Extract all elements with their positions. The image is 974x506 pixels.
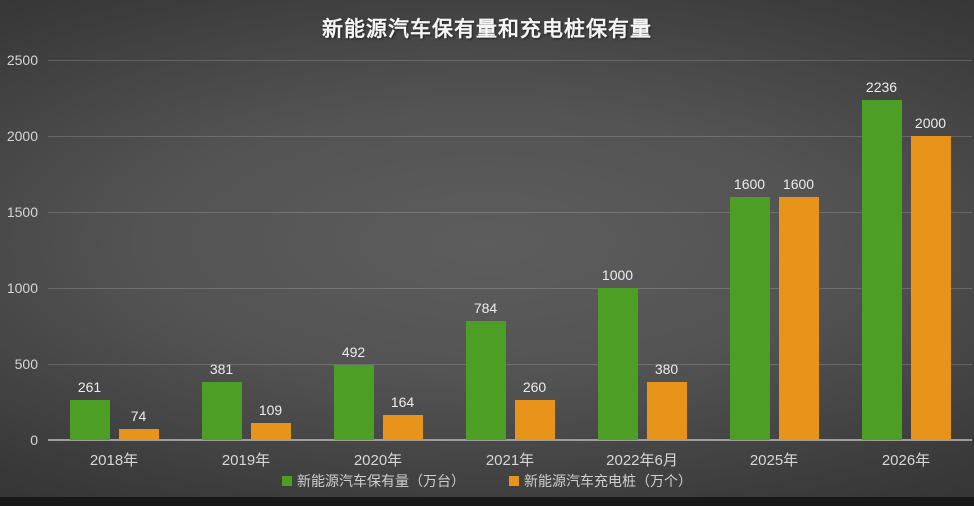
x-axis-label: 2019年 (221, 452, 271, 469)
bar-新能源汽车保有量（万台）-2022年6月[interactable] (597, 288, 638, 440)
bar-value-label: 1600 (782, 175, 815, 192)
bar-column: 2236 (861, 79, 902, 440)
x-axis-label: 2020年 (353, 452, 403, 469)
bar-value-label: 74 (130, 407, 147, 424)
legend-swatch-icon (509, 476, 519, 486)
bar-新能源汽车保有量（万台）-2026年[interactable] (861, 100, 902, 440)
bar-新能源汽车保有量（万台）-2019年[interactable] (201, 382, 242, 440)
bar-新能源汽车充电桩（万个）-2022年6月[interactable] (646, 382, 687, 440)
bar-新能源汽车保有量（万台）-2020年[interactable] (333, 365, 374, 440)
y-axis-tick-label: 2000 (6, 128, 38, 144)
legend-item[interactable]: 新能源汽车保有量（万台） (282, 471, 465, 491)
bar-value-label: 381 (209, 361, 234, 378)
bar-group-2018年: 261 74 (48, 60, 180, 440)
x-axis-label: 2018年 (89, 452, 139, 469)
bar-groups-container: 261 74 381 109 492 164 784 260 1000 380 1600 1600 22… (48, 60, 972, 440)
bar-column: 381 (201, 361, 242, 440)
bar-column: 1000 (597, 267, 638, 440)
x-axis-labels: 2018年 2019年 2020年 2021年 2022年6月 2025年 2026年 (48, 449, 972, 470)
gridline-1000 (48, 288, 972, 289)
bottom-strip (0, 497, 974, 506)
bar-column: 2000 (910, 115, 951, 440)
bar-column: 74 (118, 407, 159, 440)
bar-column: 260 (514, 379, 555, 440)
bar-新能源汽车充电桩（万个）-2019年[interactable] (250, 423, 291, 440)
bar-column: 261 (69, 379, 110, 440)
x-axis-label: 2025年 (749, 452, 799, 469)
bar-group-2020年: 492 164 (312, 60, 444, 440)
x-axis-line (48, 439, 972, 441)
gridline-2500 (48, 60, 972, 61)
chart-title: 新能源汽车保有量和充电桩保有量 (322, 18, 652, 41)
bar-column: 380 (646, 361, 687, 440)
bar-group-2021年: 784 260 (444, 60, 576, 440)
x-axis-label: 2021年 (485, 452, 535, 469)
bar-新能源汽车充电桩（万个）-2025年[interactable] (778, 196, 819, 440)
y-axis-tick-label: 0 (30, 432, 38, 448)
bar-group-2019年: 381 109 (180, 60, 312, 440)
gridline-1500 (48, 212, 972, 213)
y-axis-tick-label: 1000 (6, 280, 38, 296)
bar-value-label: 164 (390, 394, 415, 411)
bar-column: 1600 (778, 175, 819, 440)
x-axis-label: 2022年6月 (606, 452, 678, 469)
chart-legend: 新能源汽车保有量（万台） 新能源汽车充电桩（万个） (0, 471, 974, 491)
bar-value-label: 261 (77, 379, 102, 396)
bar-新能源汽车保有量（万台）-2018年[interactable] (69, 400, 110, 440)
bar-value-label: 2000 (914, 115, 947, 131)
gridline-500 (48, 364, 972, 365)
bar-value-label: 260 (522, 379, 547, 396)
bar-group-2025年: 1600 1600 (708, 60, 840, 440)
legend-item-label: 新能源汽车保有量（万台） (297, 473, 465, 489)
plot-area: 0 500 1000 1500 2000 2500 261 74 381 109 492 164 78… (7, 52, 972, 469)
bar-column: 492 (333, 344, 374, 440)
bar-column: 1600 (729, 175, 770, 440)
bar-value-label: 109 (258, 402, 283, 419)
bar-新能源汽车充电桩（万个）-2020年[interactable] (382, 415, 423, 440)
legend-item[interactable]: 新能源汽车充电桩（万个） (509, 471, 692, 491)
bar-column: 109 (250, 402, 291, 440)
bar-value-label: 492 (341, 344, 366, 361)
legend-swatch-icon (282, 476, 292, 486)
legend-item-label: 新能源汽车充电桩（万个） (524, 473, 692, 489)
bar-column: 784 (465, 299, 506, 440)
y-axis-tick-label: 500 (14, 356, 38, 372)
bar-group-2022年6月: 1000 380 (576, 60, 708, 440)
bar-value-label: 784 (473, 299, 498, 316)
bar-column: 164 (382, 394, 423, 440)
bar-group-2026年: 2236 2000 (840, 60, 972, 440)
x-axis-label: 2026年 (881, 452, 931, 469)
bar-新能源汽车充电桩（万个）-2018年[interactable] (118, 428, 159, 440)
bar-value-label: 1000 (601, 267, 634, 283)
bar-value-label: 2236 (865, 79, 898, 96)
bar-新能源汽车保有量（万台）-2021年[interactable] (465, 320, 506, 440)
bar-新能源汽车充电桩（万个）-2021年[interactable] (514, 400, 555, 440)
y-axis-tick-label: 2500 (6, 52, 38, 68)
bar-新能源汽车保有量（万台）-2025年[interactable] (729, 196, 770, 440)
bar-value-label: 1600 (733, 175, 766, 192)
bar-value-label: 380 (654, 361, 679, 378)
bar-新能源汽车充电桩（万个）-2026年[interactable] (910, 136, 951, 440)
gridline-2000 (48, 136, 972, 137)
y-axis-tick-label: 1500 (6, 204, 38, 220)
